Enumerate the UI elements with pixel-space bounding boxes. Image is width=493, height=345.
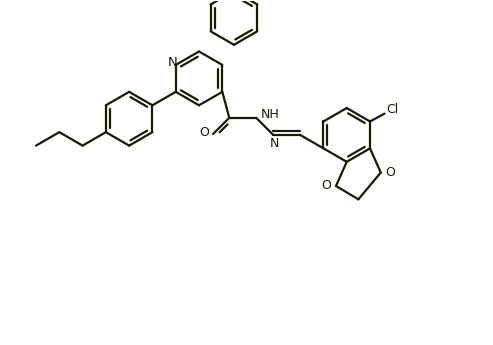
- Text: NH: NH: [260, 108, 279, 121]
- Text: Cl: Cl: [387, 103, 399, 116]
- Text: N: N: [168, 57, 177, 69]
- Text: N: N: [270, 137, 279, 150]
- Text: O: O: [321, 179, 331, 192]
- Text: O: O: [199, 127, 209, 139]
- Text: O: O: [386, 166, 395, 179]
